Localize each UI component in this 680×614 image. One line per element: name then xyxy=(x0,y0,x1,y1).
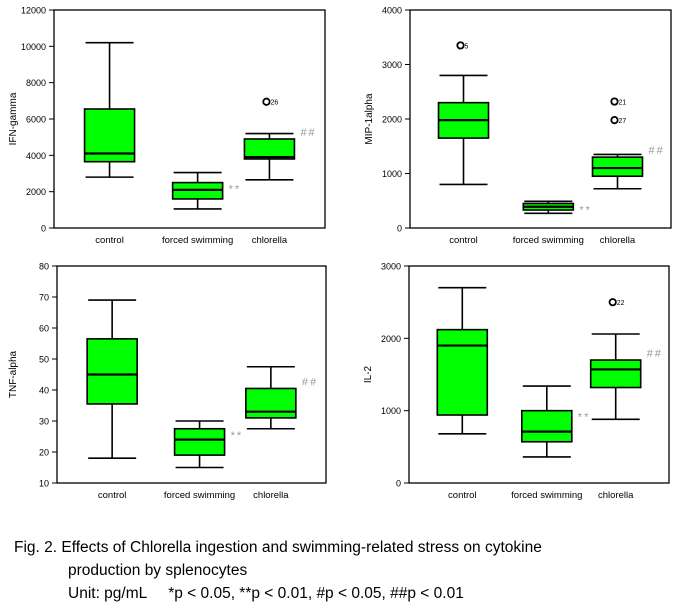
iqr-box xyxy=(591,156,644,178)
outlier-point xyxy=(610,97,619,106)
box-forced-swimming: ** xyxy=(173,420,244,469)
box-chlorella: 26 ## xyxy=(243,97,316,181)
y-tick-label: 70 xyxy=(39,293,49,303)
category-label: forced swimming xyxy=(162,235,233,246)
y-tick-label: 1000 xyxy=(382,169,402,179)
category-label: chlorella xyxy=(252,235,288,246)
y-tick-label: 6000 xyxy=(26,115,46,125)
outlier-point xyxy=(610,115,619,125)
iqr-box xyxy=(245,387,297,419)
category-label: control xyxy=(449,235,478,246)
category-label: forced swimming xyxy=(164,490,235,501)
outlier-label: 27 xyxy=(618,118,626,125)
significance-mark: ## xyxy=(647,348,663,360)
y-axis-label: IFN-gamma xyxy=(8,92,19,145)
box-control: 5 xyxy=(437,41,490,186)
y-tick-label: 40 xyxy=(39,386,49,396)
category-label: chlorella xyxy=(253,490,289,501)
iqr-box xyxy=(86,338,138,405)
significance-mark: ** xyxy=(229,184,242,196)
y-tick-label: 4000 xyxy=(382,6,402,16)
box-forced-swimming: ** xyxy=(171,171,242,210)
box-chlorella: 21 27 ## xyxy=(591,97,664,190)
box-control xyxy=(83,41,136,178)
box-forced-swimming: ** xyxy=(522,200,592,216)
y-tick-label: 4000 xyxy=(26,151,46,161)
iqr-box xyxy=(589,359,642,389)
y-axis-label: MIP-1alpha xyxy=(364,93,375,145)
significance-mark: ** xyxy=(579,204,592,216)
box-chlorella: 22 ## xyxy=(589,298,663,421)
category-label: control xyxy=(98,490,127,501)
significance-mark: ## xyxy=(302,376,318,388)
plot-frame xyxy=(56,265,327,484)
box-forced-swimming: ** xyxy=(520,385,591,458)
category-label: chlorella xyxy=(600,235,636,246)
y-tick-label: 12000 xyxy=(21,6,46,16)
significance-mark: ** xyxy=(578,412,591,424)
caption-line-3: Unit: pg/mL *p < 0.05, **p < 0.01, #p < … xyxy=(68,585,464,602)
chart-panel-3: 10 20 30 40 50 60 70 80 TNF-alpha control forced s… xyxy=(8,262,327,501)
y-tick-label: 60 xyxy=(39,324,49,334)
figure-charts: 020004000600080001000012000IFN-gammacont… xyxy=(8,6,672,501)
category-label: forced swimming xyxy=(511,490,582,501)
iqr-box xyxy=(520,409,573,443)
y-axis-label: TNF-alpha xyxy=(8,350,19,398)
outlier-label: 26 xyxy=(270,100,278,107)
y-tick-label: 1000 xyxy=(381,406,401,416)
significance-mark: ## xyxy=(300,127,316,139)
y-tick-label: 3000 xyxy=(381,262,401,272)
y-tick-label: 10000 xyxy=(21,42,46,52)
y-tick-label: 0 xyxy=(41,224,46,234)
y-tick-label: 30 xyxy=(39,417,49,427)
box-chlorella: ## xyxy=(245,365,318,430)
figure-caption: Fig. 2. Effects of Chlorella ingestion a… xyxy=(14,536,674,605)
outlier-label: 21 xyxy=(618,100,626,107)
y-tick-label: 3000 xyxy=(382,60,402,70)
y-tick-label: 2000 xyxy=(382,115,402,125)
outlier-label: 5 xyxy=(465,43,469,50)
category-label: control xyxy=(95,235,124,246)
caption-line-1: Fig. 2. Effects of Chlorella ingestion a… xyxy=(14,539,542,556)
iqr-box xyxy=(243,138,296,160)
category-label: control xyxy=(448,490,477,501)
y-tick-label: 0 xyxy=(396,479,401,489)
box-control xyxy=(436,286,489,435)
category-label: chlorella xyxy=(598,490,634,501)
caption-line-2: production by splenocytes xyxy=(68,562,248,579)
box-control xyxy=(86,299,138,460)
outlier-point xyxy=(262,97,271,106)
y-tick-label: 8000 xyxy=(26,78,46,88)
plot-frame xyxy=(408,265,670,484)
y-tick-label: 2000 xyxy=(26,187,46,197)
significance-mark: ## xyxy=(648,145,664,157)
y-tick-label: 2000 xyxy=(381,334,401,344)
outlier-label: 22 xyxy=(617,300,625,307)
category-label: forced swimming xyxy=(513,235,584,246)
y-tick-label: 80 xyxy=(39,262,49,272)
significance-mark: ** xyxy=(231,430,244,442)
y-axis-label: IL-2 xyxy=(363,365,374,383)
iqr-box xyxy=(436,328,489,416)
y-tick-label: 20 xyxy=(39,448,49,458)
chart-panel-4: 0 1000 2000 3000 IL-2 control forced swimming c… xyxy=(363,262,670,501)
y-tick-label: 10 xyxy=(39,479,49,489)
chart-panel-1: 0 2000 4000 6000 8000 10000 12000 IFN-gamma cont… xyxy=(8,6,326,246)
y-tick-label: 50 xyxy=(39,355,49,365)
y-tick-label: 0 xyxy=(397,224,402,234)
outlier-point xyxy=(456,41,465,50)
iqr-box xyxy=(173,427,226,456)
outlier-point xyxy=(608,298,617,307)
chart-panel-2: 0 1000 2000 3000 4000 MIP-1alpha control forced… xyxy=(364,6,672,246)
